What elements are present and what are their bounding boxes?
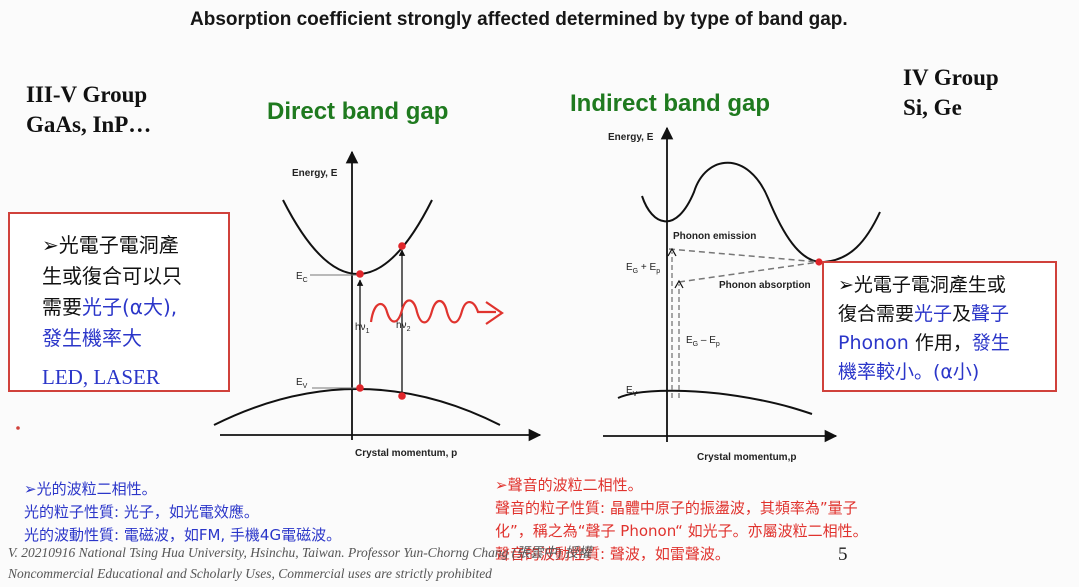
direct-electron-point-1 xyxy=(356,270,364,278)
left-box-line3: 需要光子(α大), xyxy=(42,295,178,319)
direct-explanation-box: ➢光電子電洞產 生或復合可以只 需要光子(α大), 發生機率大 LED, LAS… xyxy=(8,212,230,392)
copyright-footer: V. 20210916 National Tsing Hua Universit… xyxy=(8,542,908,584)
direct-valence-band xyxy=(213,388,501,426)
left-group-line1: III-V Group xyxy=(26,82,148,107)
photon-arrowhead-icon xyxy=(485,301,504,325)
right-group-line2: Si, Ge xyxy=(903,95,962,120)
indirect-energy-label: Energy, E xyxy=(608,132,654,143)
indirect-explanation-box: ➢光電子電洞產生或 復合需要光子及聲子 Phonon 作用，發生 機率較小。(α… xyxy=(822,261,1057,392)
photon-wave-icon xyxy=(369,299,496,324)
left-box-line1: ➢光電子電洞產 xyxy=(42,233,179,257)
stray-dot xyxy=(16,426,20,430)
phonon-emission-dashed-line xyxy=(668,248,820,263)
direct-hv1-label: hν1 xyxy=(355,322,370,335)
direct-energy-label: Energy, E xyxy=(292,168,338,179)
page-number: 5 xyxy=(838,544,848,565)
left-box-line2: 生或復合可以只 xyxy=(42,264,182,288)
light-note-line3: 光的波動性質: 電磁波，如FM, 手機4G電磁波。 xyxy=(24,526,342,544)
indirect-band-diagram: Energy, E Crystal momentum,p Phonon emis… xyxy=(603,126,881,463)
sound-duality-note: ➢聲音的波粒二相性。 聲音的粒子性質: 晶體中原子的振盪波，其頻率為”量子 化”… xyxy=(495,474,1065,566)
direct-electron-point-2 xyxy=(398,242,406,250)
slide-title: Absorption coefficient strongly affected… xyxy=(190,9,848,30)
right-group-label: IV Group Si, Ge xyxy=(903,63,999,123)
footer-line2: Noncommercial Educational and Scholarly … xyxy=(8,566,492,581)
direct-hole-point-1 xyxy=(356,384,364,392)
indirect-momentum-label: Crystal momentum,p xyxy=(697,452,796,463)
phonon-absorption-label: Phonon absorption xyxy=(719,280,811,291)
sound-note-line2: 聲音的粒子性質: 晶體中原子的振盪波，其頻率為”量子 xyxy=(495,499,858,517)
sound-note-line1: ➢聲音的波粒二相性。 xyxy=(495,476,643,494)
left-group-line2: GaAs, InP… xyxy=(26,112,152,137)
light-duality-note: ➢光的波粒二相性。 光的粒子性質: 光子，如光電效應。 光的波動性質: 電磁波，… xyxy=(24,478,341,547)
left-box-line4: 發生機率大 xyxy=(42,326,142,350)
light-note-line1: ➢光的波粒二相性。 xyxy=(24,480,157,498)
eg-plus-arrowhead-icon xyxy=(667,247,677,257)
footer-line1: V. 20210916 National Tsing Hua Universit… xyxy=(8,545,592,560)
direct-momentum-label: Crystal momentum, p xyxy=(355,448,457,459)
direct-hole-point-2 xyxy=(398,392,406,400)
right-group-line1: IV Group xyxy=(903,65,999,90)
eg-plus-ep-label: EG + Ep xyxy=(626,262,660,275)
direct-hv2-label: hν2 xyxy=(396,320,411,333)
indirect-conduction-band xyxy=(641,161,881,264)
eg-minus-ep-label: EG – Ep xyxy=(686,335,720,348)
phonon-absorption-dashed-line xyxy=(678,261,820,283)
direct-ec-label: EC xyxy=(296,271,308,284)
light-note-line2: 光的粒子性質: 光子，如光電效應。 xyxy=(24,503,259,521)
direct-ev-label: EV xyxy=(296,377,308,390)
indirect-conduction-minimum-point xyxy=(815,258,823,266)
direct-band-diagram: Energy, E Crystal momentum, p EC EV hν1 … xyxy=(213,150,542,459)
indirect-valence-band xyxy=(617,389,813,415)
direct-band-gap-heading: Direct band gap xyxy=(267,98,449,125)
indirect-ev-label: EV xyxy=(626,385,638,398)
right-box-line1: ➢光電子電洞產生或 xyxy=(838,274,1006,296)
right-box-line4: 機率較小。(α小) xyxy=(838,361,980,383)
sound-note-line3: 化”，稱之為“聲子 Phonon“ 如光子。亦屬波粒二相性。 xyxy=(495,522,868,540)
eg-minus-arrowhead-icon xyxy=(674,279,684,289)
indirect-band-gap-heading: Indirect band gap xyxy=(570,90,771,117)
direct-conduction-band xyxy=(282,199,433,275)
phonon-emission-label: Phonon emission xyxy=(673,231,756,242)
right-box-line2: 復合需要光子及聲子 xyxy=(838,303,1010,325)
left-box-led-laser: LED, LASER xyxy=(42,365,160,389)
sound-note-line4: 聲音的波動性質: 聲波，如雷聲波。 xyxy=(495,545,730,563)
right-box-line3: Phonon 作用，發生 xyxy=(838,332,1010,354)
left-group-label: III-V Group GaAs, InP… xyxy=(26,80,151,140)
